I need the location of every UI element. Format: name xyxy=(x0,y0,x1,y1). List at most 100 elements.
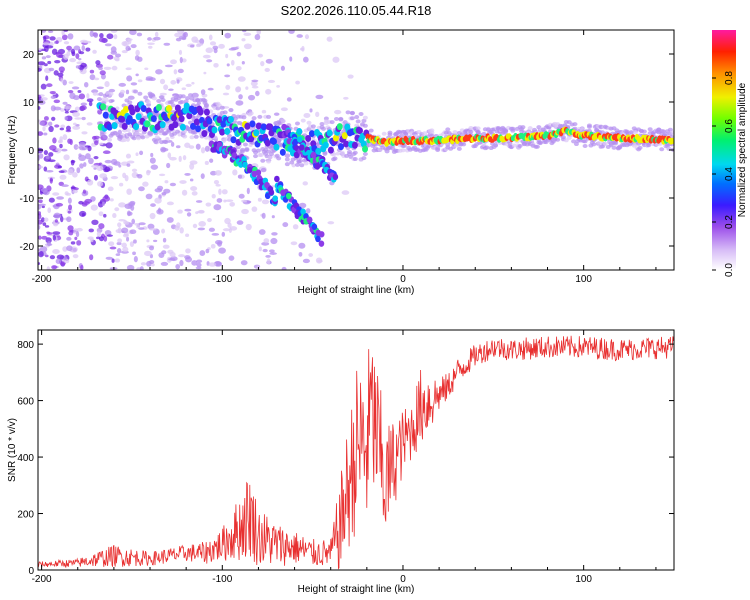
spectrum-speck xyxy=(191,36,198,43)
spectrum-speck xyxy=(104,43,112,47)
snr-marks xyxy=(38,335,674,570)
spectrum-speck xyxy=(302,181,308,186)
spectrum-speck xyxy=(107,186,114,192)
spectrum-speck xyxy=(208,227,215,232)
spectrum-speck xyxy=(131,171,139,179)
spectrum-ridge-mark xyxy=(201,130,208,138)
spectrum-speck xyxy=(186,212,192,217)
spectrum-speck xyxy=(191,191,198,196)
spectrum-speck xyxy=(138,222,146,226)
spectrum-speck xyxy=(102,195,111,202)
spectrum-speck xyxy=(591,142,597,147)
spectrum-ridge-mark xyxy=(100,103,107,111)
spectrum-speck xyxy=(320,126,326,131)
spectrum-speck xyxy=(96,231,101,237)
spectrum-ridge-mark xyxy=(260,123,267,131)
x-tick-label: 0 xyxy=(400,574,406,585)
spectrum-speck xyxy=(242,142,248,147)
y-tick-label: 200 xyxy=(17,510,34,521)
spectrum-ridge-mark xyxy=(296,127,303,135)
spectrum-speck xyxy=(38,165,44,169)
spectrum-speck xyxy=(245,223,252,231)
spectrum-speck xyxy=(89,254,94,261)
spectrum-speck xyxy=(91,219,99,226)
spectrum-speck xyxy=(185,233,190,238)
spectrum-speck xyxy=(38,106,41,110)
spectrum-ridge-mark xyxy=(135,113,142,121)
spectrum-ridge-mark xyxy=(150,115,157,123)
spectrum-speck xyxy=(191,92,199,98)
spectrum-speck xyxy=(68,204,73,211)
spectrum-speck xyxy=(38,47,42,51)
spectrum-ridge-mark xyxy=(140,104,147,112)
spectrum-speck xyxy=(211,193,216,199)
spectrum-speck xyxy=(235,86,241,93)
colorbar-label: Normalized spectral amplitude xyxy=(737,82,748,217)
spectrum-speck xyxy=(133,256,138,263)
spectrum-speck xyxy=(38,224,41,230)
spectrum-speck xyxy=(315,257,323,264)
spectrum-speck xyxy=(166,201,174,206)
spectrum-speck xyxy=(53,99,61,104)
spectrum-speck xyxy=(80,39,88,44)
spectrum-ridge-mark xyxy=(270,138,277,146)
colorbar-tick-label: 0.4 xyxy=(724,167,735,181)
spectrum-speck xyxy=(118,134,124,139)
spectrum-speck xyxy=(101,201,105,207)
spectrum-speck xyxy=(288,30,295,34)
spectrum-speck xyxy=(67,168,74,176)
spectrum-speck xyxy=(236,220,244,225)
spectrum-speck xyxy=(63,105,72,110)
spectrum-ridge-mark xyxy=(351,141,358,149)
spectrum-speck xyxy=(138,186,145,192)
spectrum-ridge-mark xyxy=(336,123,343,131)
spectrum-ridge-mark xyxy=(102,111,109,119)
spectrum-ridge-mark xyxy=(244,122,251,130)
spectrum-speck xyxy=(255,90,260,97)
spectrum-speck xyxy=(49,90,56,95)
spectrum-speck xyxy=(566,135,572,140)
spectrum-ridge-mark xyxy=(332,134,339,142)
spectrum-speck xyxy=(266,159,272,164)
spectrum-speck xyxy=(53,106,62,111)
spectrum-speck xyxy=(271,232,278,236)
spectrum-speck xyxy=(355,119,361,124)
spectrum-speck xyxy=(299,163,305,168)
spectrum-speck xyxy=(195,143,201,150)
spectrum-speck xyxy=(57,165,63,169)
spectrum-speck xyxy=(203,71,207,75)
spectrum-speck xyxy=(151,96,157,101)
spectrum-speck xyxy=(399,133,405,138)
spectrum-speck xyxy=(212,45,219,50)
spectrum-speck xyxy=(362,152,368,157)
spectrum-speck xyxy=(445,127,451,132)
spectrum-speck xyxy=(110,158,118,165)
spectrum-speck xyxy=(38,251,44,258)
spectrum-speck xyxy=(260,60,265,67)
spectrum-speck xyxy=(207,87,214,91)
spectrum-speck xyxy=(260,167,267,173)
spectrum-speck xyxy=(517,144,523,149)
spectrum-speck xyxy=(426,144,432,149)
spectrum-speck xyxy=(38,147,44,154)
spectrum-speck xyxy=(86,122,93,126)
spectrum-speck xyxy=(38,262,41,265)
spectrum-branch-mark xyxy=(315,235,321,243)
spectrum-speck xyxy=(108,88,116,93)
spectrum-speck xyxy=(271,215,275,219)
spectrum-speck xyxy=(297,158,303,163)
spectrum-speck xyxy=(45,169,54,173)
spectrum-speck xyxy=(315,94,324,100)
spectrum-speck xyxy=(126,75,133,82)
spectrum-speck xyxy=(198,220,207,227)
spectrum-speck xyxy=(227,134,233,139)
spectrum-speck xyxy=(55,258,62,264)
spectrum-speck xyxy=(125,45,131,52)
spectrum-speck xyxy=(213,62,219,68)
spectrum-speck xyxy=(306,120,312,125)
spectrum-speck xyxy=(323,116,329,121)
spectrum-speck xyxy=(261,212,266,219)
spectrum-speck xyxy=(62,134,68,141)
spectrum-speck xyxy=(429,130,435,135)
spectrum-speck xyxy=(74,106,80,112)
